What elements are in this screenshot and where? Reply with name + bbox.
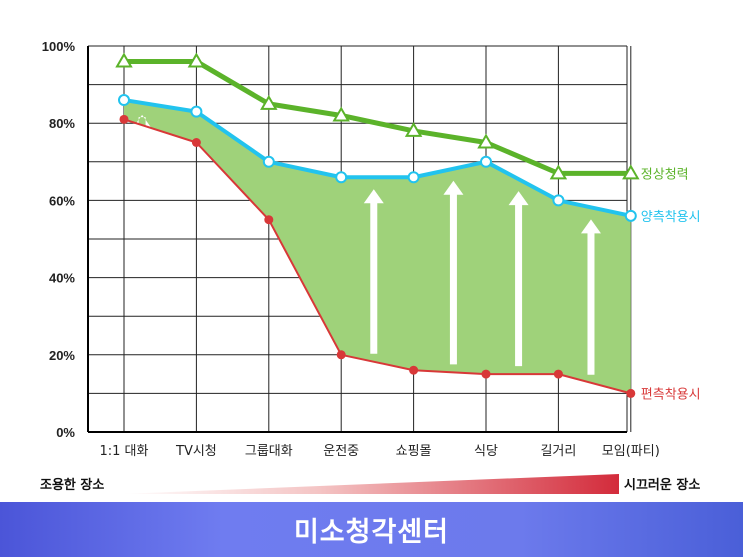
series-point [626, 388, 636, 398]
noisy-place-label: 시끄러운 장소 [624, 478, 701, 493]
series-point [622, 164, 640, 180]
series-point [191, 138, 201, 147]
x-tick-label: TV시청 [175, 444, 217, 459]
series-point [190, 105, 203, 118]
series-point [336, 350, 346, 360]
improvement-arrow [580, 219, 601, 375]
series-end-label: 정상청력 [641, 167, 689, 182]
series-point [552, 194, 565, 207]
x-tick-label: 식당 [474, 444, 498, 459]
series-end-label: 편측착용시 [641, 387, 701, 402]
x-tick-label: 길거리 [540, 444, 576, 459]
series-point [115, 52, 133, 68]
improvement-arrows [132, 114, 601, 375]
series-point [264, 215, 274, 225]
x-tick-label: 운전중 [323, 444, 359, 459]
series-point [260, 94, 278, 110]
series-group [115, 52, 640, 398]
x-tick-label: 그룹대화 [245, 444, 293, 459]
series-point [477, 133, 495, 149]
series-point [404, 121, 423, 137]
banner-title: 미소청각센터 [293, 517, 450, 548]
series-point [332, 106, 350, 122]
improvement-arrow [363, 189, 384, 354]
center-banner: 미소청각센터 [0, 502, 743, 557]
noise-scale: 조용한 장소 시끄러운 장소 [0, 470, 743, 498]
series-point [119, 114, 129, 124]
x-tick-label: 쇼핑몰 [396, 444, 432, 459]
series-point [624, 209, 637, 222]
series-point [480, 155, 492, 168]
x-tick-label: 1:1 대화 [100, 444, 149, 459]
hearing-chart: 0% 20% 40% 60% 80% 100% 1:1 대화 TV시청 그룹대화 운전중 쇼핑몰 식… [42, 39, 701, 459]
x-tick-label: 모임(파티) [602, 444, 660, 459]
y-tick-label: 0% [56, 425, 75, 440]
y-axis-labels: 0% 20% 40% 60% 80% 100% [42, 39, 76, 440]
noise-gradient-ramp [120, 474, 619, 494]
y-tick-label: 20% [49, 348, 75, 363]
series-point [262, 155, 275, 168]
quiet-place-label: 조용한 장소 [40, 478, 105, 493]
series-point [407, 171, 420, 184]
series-end-label: 양측착용시 [641, 210, 701, 225]
series-point [118, 94, 130, 107]
y-tick-label: 80% [49, 116, 75, 131]
series-point [553, 369, 563, 379]
series-point [409, 365, 419, 375]
series-line [123, 98, 632, 218]
series-point [549, 164, 568, 180]
improvement-arrow [443, 180, 464, 365]
improvement-arrow [132, 114, 153, 129]
series-point [335, 171, 348, 184]
x-axis-labels: 1:1 대화 TV시청 그룹대화 운전중 쇼핑몰 식당 길거리 모임(파티) [100, 444, 660, 459]
series-line [124, 58, 631, 176]
chart-axes [87, 46, 627, 433]
series-line [123, 118, 632, 395]
series-point [187, 52, 206, 68]
y-tick-label: 60% [49, 193, 75, 208]
series-point [481, 369, 491, 379]
y-tick-label: 40% [49, 271, 75, 286]
y-tick-label: 100% [42, 39, 76, 54]
improvement-arrow [508, 191, 529, 367]
